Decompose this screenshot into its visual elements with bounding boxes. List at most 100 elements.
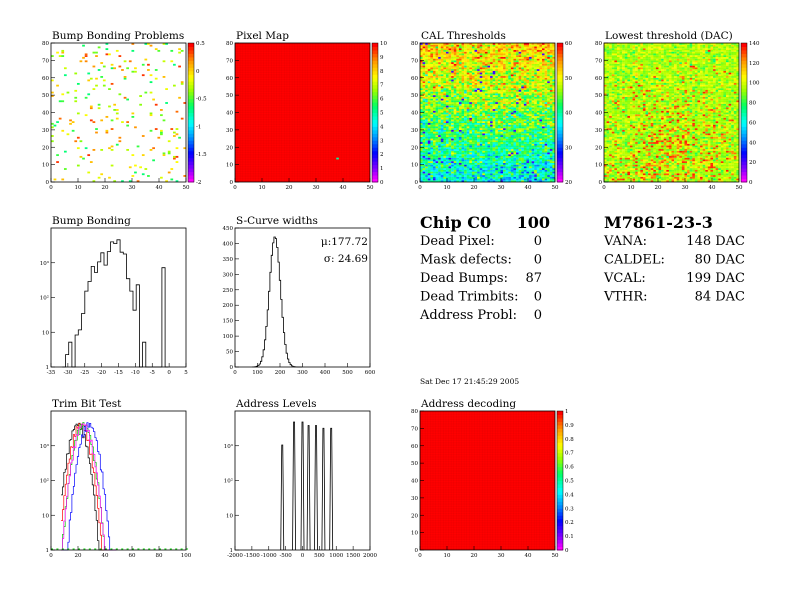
cal_thresholds-cell [461,145,465,148]
cal_thresholds-cell [534,124,537,127]
cal_thresholds-cell [422,48,426,51]
cal_thresholds-cell [549,124,553,127]
cal_thresholds-cell [484,161,488,163]
cal_thresholds-cell [495,81,499,84]
cal_thresholds-cell [425,95,428,97]
cal_thresholds-cell [508,145,511,148]
cal_thresholds-cell [438,91,441,94]
cal_thresholds-cell [474,70,478,73]
bump_map-cell [97,103,101,106]
cal_thresholds-cell [544,49,548,52]
cal_thresholds-cell [497,143,501,146]
lowest_threshold-cell [604,136,607,139]
cal_thresholds-cell [508,138,511,141]
cal_thresholds-cell [549,168,553,170]
cal_thresholds-cell [435,74,439,77]
cal_thresholds-cell [427,145,431,148]
cal_thresholds-cell [471,122,475,125]
lowest_threshold-cell [609,178,612,181]
cal_thresholds-cell [422,109,426,111]
lowest_threshold-cell [606,51,610,54]
cal_thresholds-cell [451,105,454,108]
bump_map-ytick-label: 0 [46,180,50,186]
cal_thresholds-cell [531,157,535,160]
pixel_map-colorbar [371,42,379,183]
cal_thresholds-cell [453,152,457,155]
cal_thresholds-cell [521,133,524,136]
cal_thresholds-cell [461,88,465,90]
cal_thresholds-cell [536,136,540,139]
cal_thresholds-cell [539,56,543,59]
cal_thresholds-cell [529,168,532,170]
cal_thresholds-cell [440,74,444,77]
cal_thresholds-cell [526,124,530,127]
cal_thresholds-cell [495,145,499,148]
cal_thresholds-cell [526,168,530,170]
cal_thresholds-cell [518,178,522,181]
cal_thresholds-cell [542,164,545,167]
cal_thresholds-cell [516,157,519,160]
cal_thresholds-cell [490,86,493,89]
cal_thresholds-cell [510,56,514,59]
cal_thresholds-cell [477,79,480,82]
cal_thresholds-cell [542,128,545,130]
cal_thresholds-cell [521,168,524,170]
cal_thresholds-cell [482,91,486,94]
bump_map-cell [97,176,101,179]
cal_thresholds-cell [477,166,480,169]
cal_thresholds-cell [534,115,537,118]
cal_thresholds-cell [443,82,447,85]
cal_thresholds-cell [516,77,519,80]
cal_thresholds-cell [513,171,517,174]
cal_thresholds-cell [513,166,517,169]
cal_thresholds-cell [529,44,532,47]
cal_thresholds-cell [482,147,486,150]
cal_thresholds-cell [482,159,486,162]
cal_thresholds-cell [490,58,493,61]
cal_thresholds-cell [539,76,543,78]
cal_thresholds-cell [458,166,462,169]
cal_thresholds-cell [492,93,496,96]
cal_thresholds-cell [466,119,470,122]
cal_thresholds-cell [505,126,509,129]
cal_thresholds-cell [471,129,475,132]
cal_thresholds-cell [521,96,524,99]
pixel_map-cell-block [235,43,370,182]
cal_thresholds-cell [464,82,467,85]
cal_thresholds-cell [531,65,535,68]
cal_thresholds-cell [542,58,545,61]
cal_thresholds-cell [518,122,522,125]
cal_thresholds-cell [526,128,530,130]
cal_thresholds-cell [422,72,426,75]
lowest_threshold-cell [604,150,607,153]
cal_thresholds-cell [451,107,454,110]
cal_thresholds-cell [508,51,511,54]
cal_thresholds-cell [552,131,556,134]
cal_thresholds-cell [531,93,535,96]
cal_thresholds-cell [427,135,431,137]
pixel_map-colorbar-step [372,63,378,68]
cal_thresholds-cell [490,175,493,177]
cal_thresholds-cell [534,51,537,54]
cal_thresholds-cell [438,82,441,85]
lowest_threshold-cell [606,117,610,120]
lowest_threshold-cell [606,152,610,155]
cal_thresholds-cell [508,48,511,51]
cal_thresholds-cell [490,56,493,59]
cal_thresholds-cell [500,82,504,85]
cal_thresholds-cell [471,180,475,183]
cal_thresholds-cell [544,114,548,117]
cal_thresholds-cell [513,119,517,122]
cal_thresholds-cell [427,88,431,90]
cal_thresholds-cell [497,171,501,174]
cal_thresholds-cell [490,65,493,68]
cal_thresholds-cell [427,98,431,101]
cal_thresholds-cell [471,159,475,162]
cal_thresholds-cell [440,77,444,80]
lowest_threshold-cell [604,81,607,84]
cal_thresholds-cell [435,140,439,143]
cal_thresholds-cell [536,161,540,163]
cal_thresholds-cell [518,126,522,129]
cal_thresholds-cell [531,135,535,137]
cal_thresholds-cell [513,112,517,115]
